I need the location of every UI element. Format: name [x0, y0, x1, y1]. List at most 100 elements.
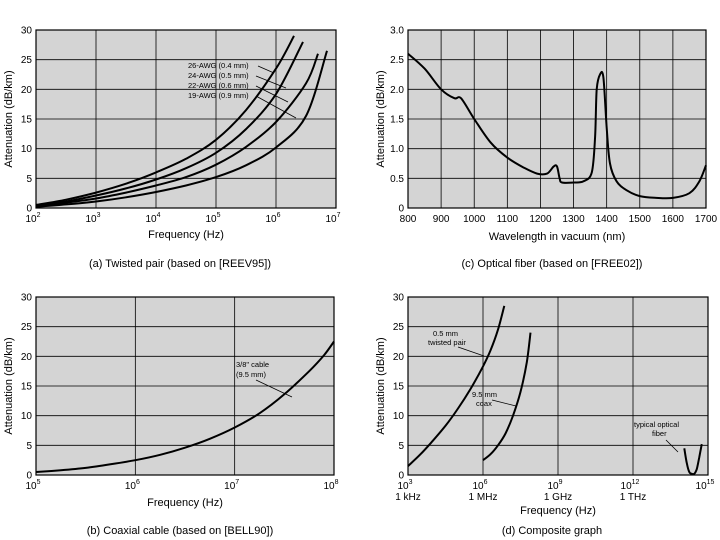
- y-tick-label: 30: [21, 26, 33, 37]
- x-tick-label: 107: [325, 212, 340, 225]
- y-tick-label: 25: [21, 55, 33, 66]
- x-tick-exponent: 2: [37, 212, 41, 219]
- x-tick-label: 800: [400, 214, 417, 225]
- x-tick-label: 900: [433, 214, 450, 225]
- x-tick-sublabel: 1 THz: [620, 492, 647, 503]
- x-tick-sublabel: 1 GHz: [544, 492, 572, 503]
- y-tick-label: 0: [398, 471, 404, 482]
- annot-coax-d-line2: coax: [476, 399, 492, 408]
- y-tick-label: 5: [398, 441, 404, 452]
- arrow-tp-d: [457, 346, 485, 357]
- annot-coax-d-line1: 9.5 mm: [472, 390, 497, 399]
- x-tick-exponent: 8: [335, 479, 339, 486]
- x-tick-exponent: 9: [559, 479, 563, 486]
- y-tick-label: 15: [21, 382, 33, 393]
- x-axis-label-a: Frequency (Hz): [148, 229, 224, 241]
- grid-a: [36, 30, 336, 208]
- series-line-26-awg-0-4-mm: [35, 35, 295, 206]
- legend-24awg: 24-AWG (0.5 mm): [188, 71, 249, 80]
- y-tick-label: 15: [393, 382, 405, 393]
- x-tick-exponent: 15: [707, 479, 715, 486]
- curves-a: [35, 35, 328, 208]
- x-tick-label: 108: [323, 479, 338, 492]
- series-line-optical-fiber: [407, 52, 707, 200]
- x-tick-exponent: 7: [235, 479, 239, 486]
- series-line-typical-optical-fiber: [683, 443, 703, 476]
- y-tick-label: 1.0: [390, 144, 404, 155]
- x-tick-label: 106: [472, 479, 487, 492]
- annot-tp-line2: twisted pair: [428, 338, 466, 347]
- x-tick-label: 1012: [621, 479, 640, 492]
- x-tick-exponent: 6: [136, 479, 140, 486]
- caption-c: (c) Optical fiber (based on [FREE02]): [462, 258, 643, 270]
- y-axis-label-c: Attenuation (dB/km): [375, 70, 387, 167]
- y-axis-label-d: Attenuation (dB/km): [375, 337, 387, 434]
- x-tick-label: 1015: [696, 479, 715, 492]
- annot-coax-line1: 3/8" cable: [236, 360, 269, 369]
- y-tick-label: 2.5: [390, 55, 404, 66]
- y-tick-label: 10: [21, 411, 33, 422]
- y-tick-label: 2.0: [390, 85, 404, 96]
- y-tick-label: 10: [393, 411, 405, 422]
- y-tick-label: 30: [21, 293, 33, 304]
- annot-fiber-line1: typical optical: [634, 420, 679, 429]
- legend-26awg: 26-AWG (0.4 mm): [188, 61, 249, 70]
- series-line-9-5-mm-coax: [482, 332, 532, 461]
- y-axis-label-b: Attenuation (dB/km): [3, 337, 15, 434]
- y-tick-label: 5: [26, 174, 32, 185]
- series-line-0-5-mm-twisted-pair: [407, 305, 506, 467]
- y-tick-label: 0: [26, 471, 32, 482]
- annot-fiber-line2: fiber: [652, 429, 667, 438]
- caption-d: (d) Composite graph: [502, 525, 602, 537]
- grid-d: [408, 297, 708, 475]
- x-tick-label: 1400: [596, 214, 619, 225]
- x-tick-exponent: 5: [217, 212, 221, 219]
- x-tick-label: 103: [85, 212, 100, 225]
- caption-b: (b) Coaxial cable (based on [BELL90]): [87, 525, 274, 537]
- y-tick-label: 25: [21, 322, 33, 333]
- y-tick-label: 10: [21, 144, 33, 155]
- y-tick-label: 1.5: [390, 115, 404, 126]
- y-tick-label: 15: [21, 115, 33, 126]
- y-tick-label: 0: [398, 204, 404, 215]
- series-line-3-8-cable-9-5-mm: [35, 340, 335, 473]
- x-tick-label: 1300: [562, 214, 585, 225]
- x-tick-exponent: 6: [277, 212, 281, 219]
- y-tick-label: 30: [393, 293, 405, 304]
- y-tick-label: 0.5: [390, 174, 404, 185]
- y-tick-label: 0: [26, 204, 32, 215]
- series-line-24-awg-0-5-mm: [35, 41, 304, 207]
- y-tick-label: 20: [21, 352, 33, 363]
- legend-22awg: 22-AWG (0.6 mm): [188, 81, 249, 90]
- ticks-c: 800 900 1000 1100 1200 1300 1400 1500 1600 1700 0 0…: [390, 26, 717, 226]
- series-line-19-awg-0-9-mm: [35, 50, 328, 208]
- x-axis-label-b: Frequency (Hz): [147, 497, 223, 509]
- arrow-fiber-d: [665, 439, 679, 453]
- arrow-24awg: [255, 75, 287, 89]
- x-tick-label: 105: [205, 212, 220, 225]
- curves-d: [407, 305, 703, 476]
- curves-c: [407, 52, 707, 200]
- arrow-22awg: [255, 85, 289, 103]
- x-tick-exponent: 4: [157, 212, 161, 219]
- y-tick-label: 20: [21, 85, 33, 96]
- arrow-26awg: [257, 65, 275, 74]
- annot-coax-line2: (9.5 mm): [236, 370, 267, 379]
- grid-c: [408, 30, 706, 208]
- arrow-coax-d: [491, 399, 517, 407]
- x-axis-label-c: Wavelength in vacuum (nm): [489, 231, 626, 243]
- x-tick-exponent: 3: [409, 479, 413, 486]
- y-tick-label: 3.0: [390, 26, 404, 37]
- caption-a: (a) Twisted pair (based on [REEV95]): [89, 258, 271, 270]
- x-tick-exponent: 6: [484, 479, 488, 486]
- x-tick-label: 104: [145, 212, 160, 225]
- x-tick-exponent: 7: [337, 212, 341, 219]
- legend-19awg: 19-AWG (0.9 mm): [188, 91, 249, 100]
- x-tick-exponent: 12: [632, 479, 640, 486]
- x-tick-label: 1700: [695, 214, 718, 225]
